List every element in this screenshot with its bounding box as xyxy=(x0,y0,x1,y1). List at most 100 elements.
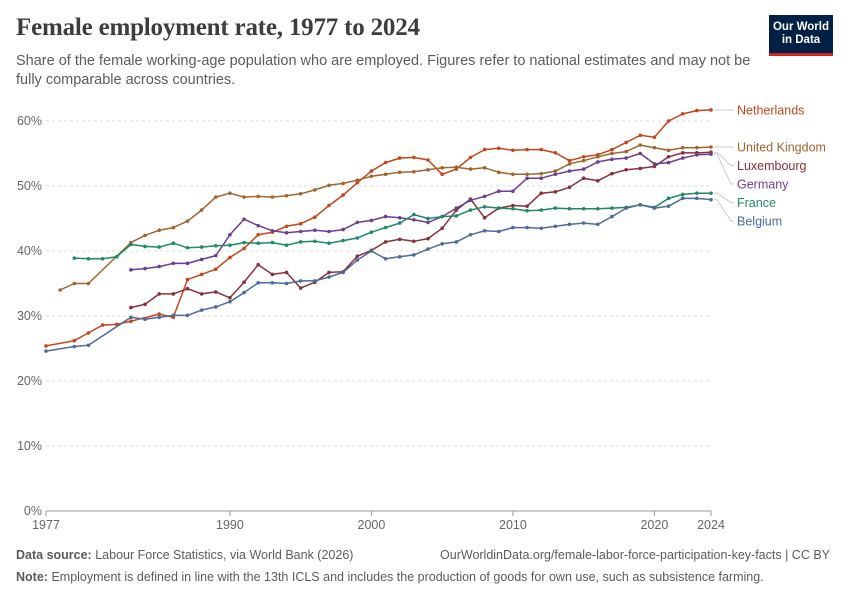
data-point[interactable] xyxy=(185,261,190,266)
data-point[interactable] xyxy=(624,167,628,172)
data-point[interactable] xyxy=(369,218,374,223)
owid-logo[interactable]: Our World in Data xyxy=(769,15,833,56)
data-point[interactable] xyxy=(581,221,586,225)
data-point[interactable] xyxy=(596,179,600,183)
data-point[interactable] xyxy=(355,180,360,185)
series-line-belgium[interactable] xyxy=(45,197,712,352)
data-point[interactable] xyxy=(284,270,289,275)
data-point[interactable] xyxy=(426,247,430,251)
data-point[interactable] xyxy=(369,230,374,234)
data-point[interactable] xyxy=(129,319,133,324)
data-point[interactable] xyxy=(58,288,62,292)
data-point[interactable] xyxy=(695,196,699,201)
data-point[interactable] xyxy=(638,151,643,156)
data-point[interactable] xyxy=(242,290,246,295)
data-point[interactable] xyxy=(695,191,699,195)
data-point[interactable] xyxy=(397,156,402,160)
data-point[interactable] xyxy=(596,222,600,227)
data-point[interactable] xyxy=(482,166,487,170)
data-point[interactable] xyxy=(298,240,303,244)
data-point[interactable] xyxy=(270,240,275,245)
data-point[interactable] xyxy=(242,246,246,251)
data-point[interactable] xyxy=(610,206,614,210)
data-point[interactable] xyxy=(553,224,558,229)
data-point[interactable] xyxy=(468,198,473,203)
data-point[interactable] xyxy=(114,255,119,259)
data-point[interactable] xyxy=(284,243,289,247)
data-point[interactable] xyxy=(511,148,515,153)
data-point[interactable] xyxy=(228,255,232,260)
data-point[interactable] xyxy=(553,172,558,177)
data-point[interactable] xyxy=(553,169,558,173)
data-point[interactable] xyxy=(341,238,345,243)
data-point[interactable] xyxy=(412,212,416,217)
data-point[interactable] xyxy=(652,164,657,169)
data-point[interactable] xyxy=(468,208,473,212)
data-point[interactable] xyxy=(199,308,204,312)
data-point[interactable] xyxy=(539,191,544,195)
data-point[interactable] xyxy=(341,270,345,275)
data-point[interactable] xyxy=(143,266,147,271)
data-point[interactable] xyxy=(709,108,713,112)
data-point[interactable] xyxy=(213,267,218,272)
data-point[interactable] xyxy=(298,279,303,283)
data-point[interactable] xyxy=(256,194,261,199)
series-label-france[interactable]: France xyxy=(737,196,776,210)
data-point[interactable] xyxy=(298,286,303,290)
data-point[interactable] xyxy=(666,204,671,208)
data-point[interactable] xyxy=(213,195,218,199)
data-point[interactable] xyxy=(468,155,473,160)
data-point[interactable] xyxy=(242,240,246,245)
data-point[interactable] xyxy=(157,312,161,316)
data-point[interactable] xyxy=(482,216,487,220)
data-point[interactable] xyxy=(695,108,699,113)
data-point[interactable] xyxy=(454,240,459,244)
data-point[interactable] xyxy=(610,151,614,156)
data-point[interactable] xyxy=(581,206,586,211)
data-point[interactable] xyxy=(624,206,628,210)
data-point[interactable] xyxy=(213,244,218,248)
data-point[interactable] xyxy=(567,185,572,190)
data-point[interactable] xyxy=(511,189,515,193)
data-point[interactable] xyxy=(440,172,444,177)
data-point[interactable] xyxy=(567,169,572,173)
data-point[interactable] xyxy=(213,305,218,309)
data-point[interactable] xyxy=(157,315,161,320)
data-point[interactable] xyxy=(525,176,529,180)
data-point[interactable] xyxy=(44,349,48,353)
data-point[interactable] xyxy=(171,313,176,318)
data-point[interactable] xyxy=(383,225,388,230)
series-label-germany[interactable]: Germany xyxy=(737,178,789,192)
data-point[interactable] xyxy=(652,162,657,166)
data-point[interactable] xyxy=(228,296,232,300)
data-point[interactable] xyxy=(199,292,204,296)
data-point[interactable] xyxy=(610,214,614,219)
data-point[interactable] xyxy=(567,162,572,166)
series-line-luxembourg[interactable] xyxy=(130,151,712,309)
data-point[interactable] xyxy=(44,344,48,348)
data-point[interactable] xyxy=(666,196,671,201)
data-point[interactable] xyxy=(695,153,699,157)
data-point[interactable] xyxy=(327,241,331,245)
data-point[interactable] xyxy=(199,272,204,277)
data-point[interactable] xyxy=(440,166,444,170)
data-point[interactable] xyxy=(313,188,317,192)
data-point[interactable] xyxy=(397,221,402,225)
data-point[interactable] xyxy=(666,154,671,159)
data-point[interactable] xyxy=(143,244,147,249)
data-point[interactable] xyxy=(157,264,161,269)
data-point[interactable] xyxy=(567,158,572,163)
data-point[interactable] xyxy=(511,203,515,208)
data-point[interactable] xyxy=(327,183,331,188)
data-point[interactable] xyxy=(355,236,360,240)
data-point[interactable] xyxy=(624,156,628,160)
data-point[interactable] xyxy=(440,242,444,246)
data-point[interactable] xyxy=(468,232,473,237)
data-point[interactable] xyxy=(383,214,388,219)
data-point[interactable] xyxy=(270,195,275,199)
data-point[interactable] xyxy=(228,191,232,195)
data-point[interactable] xyxy=(185,219,190,223)
data-point[interactable] xyxy=(596,160,600,164)
data-point[interactable] xyxy=(171,225,176,230)
data-point[interactable] xyxy=(397,255,402,259)
